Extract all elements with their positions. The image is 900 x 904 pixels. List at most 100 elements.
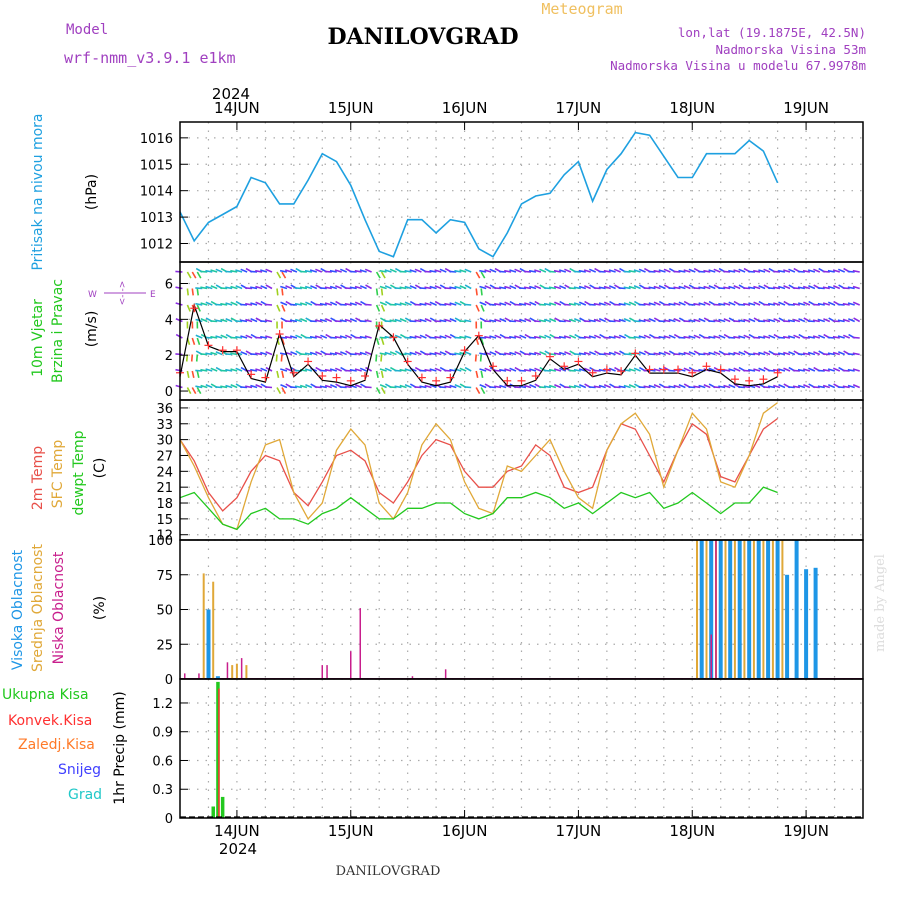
wind-arrow xyxy=(197,272,201,278)
frames-layer: 1012101310141015101602461215182124273033… xyxy=(140,122,863,827)
wind-arrow xyxy=(380,302,387,305)
wind-arrow xyxy=(381,355,382,362)
x-day-label-bottom: 17JUN xyxy=(556,822,602,840)
pressure-axis-title: Pritisak na nivou mora xyxy=(30,113,46,270)
x-day-label-bottom: 14JUN xyxy=(214,822,260,840)
cloud-high-bar xyxy=(738,540,742,679)
cloud-high-bar xyxy=(795,540,799,679)
cloud-low-bar xyxy=(241,658,243,679)
y-tick-label: 24 xyxy=(156,465,173,480)
x-day-label-bottom: 19JUN xyxy=(783,822,829,840)
cloud-mid-bar xyxy=(706,540,708,679)
x-day-label-bottom: 16JUN xyxy=(442,822,488,840)
y-tick-label: 0.9 xyxy=(152,726,173,741)
coords-text: lon,lat (19.1875E, 42.5N) xyxy=(678,25,866,40)
wind-arrow xyxy=(192,338,194,345)
wind-arrow xyxy=(176,287,183,288)
wind-arrow xyxy=(377,371,379,378)
wind-arrow xyxy=(192,289,193,296)
y-tick-label: 2 xyxy=(165,349,173,364)
y-tick-label: 1014 xyxy=(140,185,173,200)
y-tick-label: 0 xyxy=(165,385,173,400)
y-tick-label: 1015 xyxy=(140,158,173,173)
y-tick-label: 1012 xyxy=(140,238,173,253)
cloud-high-bar xyxy=(728,540,732,679)
wind-arrow xyxy=(175,271,182,272)
wind-arrow xyxy=(196,335,203,338)
cloud-mid-bar xyxy=(212,582,214,679)
precip-legend-item: Zaledj.Kisa xyxy=(18,737,95,753)
cloud-high-bar xyxy=(700,540,704,679)
cloud-high-bar xyxy=(785,575,789,679)
t2m-series-line xyxy=(180,419,778,511)
wind-arrow xyxy=(382,371,383,378)
cloud-mid-bar xyxy=(781,540,783,679)
wind-arrow xyxy=(265,387,272,388)
y-tick-label: 25 xyxy=(156,638,173,653)
wind-arrow xyxy=(277,371,279,378)
cloud-high-bar xyxy=(766,540,770,679)
y-tick-label: 0 xyxy=(165,812,173,827)
wind-arrow xyxy=(382,305,385,311)
precip-legend-item: Konvek.Kisa xyxy=(8,713,92,729)
wind-arrow xyxy=(282,289,283,296)
wind-arrow xyxy=(277,388,280,394)
wind-arrow xyxy=(377,338,379,345)
wind-arrow xyxy=(480,385,487,388)
x-day-label-top: 18JUN xyxy=(669,99,715,117)
cloud-mid-bar xyxy=(762,540,764,679)
y-tick-label: 33 xyxy=(156,418,173,433)
wind-arrow xyxy=(192,388,195,394)
y-tick-label: 0.3 xyxy=(152,783,173,798)
wind-arrow xyxy=(476,371,478,378)
wind-arrow xyxy=(187,272,191,278)
y-tick-label: 0.6 xyxy=(152,754,173,769)
wind-arrow xyxy=(281,302,288,305)
cloud-mid-bar xyxy=(753,540,755,679)
y-tick-label: 15 xyxy=(156,513,173,528)
wind-arrow xyxy=(464,387,471,388)
wind-arrow xyxy=(481,388,484,394)
wind-arrow xyxy=(187,289,188,296)
marks-layer xyxy=(175,133,863,818)
y-tick-label: 50 xyxy=(156,604,173,619)
cloud-low-bar xyxy=(445,669,447,679)
wind-arrow xyxy=(176,386,183,388)
y-tick-label: 6 xyxy=(165,278,173,293)
station-title: DANILOVGRAD xyxy=(327,24,518,50)
wind-arrow xyxy=(282,305,285,311)
tsfc-axis-title: SFC Temp xyxy=(50,440,66,509)
elevation-text: Nadmorska Visina 53m xyxy=(715,42,866,57)
credit-text: made by Angel xyxy=(873,554,888,652)
wind-arrow xyxy=(476,272,480,278)
wind-arrow xyxy=(277,272,281,278)
precip-axis-title: 1hr Precip (mm) xyxy=(112,691,128,804)
wind-arrow xyxy=(281,385,288,388)
wind-axis-subtitle: Brzina i Pravac xyxy=(50,279,66,383)
wind-arrow xyxy=(481,305,484,311)
wind-arrow xyxy=(281,355,282,362)
cloud-mid-axis-title: Srednja Oblacnost xyxy=(30,544,46,672)
cloud-high-bar xyxy=(719,540,723,679)
wind-arrow xyxy=(382,289,383,296)
wind-arrow xyxy=(197,371,199,378)
wind-arrow xyxy=(476,355,477,362)
wind-arrow xyxy=(476,338,478,345)
wind-arrow xyxy=(382,338,384,345)
static-layer: 14JUN14JUN15JUN15JUN16JUN16JUN17JUN17JUN… xyxy=(2,99,829,840)
model-label: Model xyxy=(66,22,108,38)
x-day-label-bottom: 15JUN xyxy=(328,822,374,840)
cloud-low-bar xyxy=(711,635,713,680)
cloud-high-axis-title: Visoka Oblacnost xyxy=(10,549,26,670)
wind-arrow xyxy=(176,303,183,305)
cloud-low-bar xyxy=(360,608,362,679)
precip-legend-item: Snijeg xyxy=(58,762,101,778)
cloud-mid-bar xyxy=(203,573,205,679)
cloud-mid-bar xyxy=(743,540,745,679)
grid-layer xyxy=(180,122,863,818)
y-tick-label: 27 xyxy=(156,449,173,464)
cloud-mid-bar xyxy=(772,540,774,679)
year-label-bottom: 2024 xyxy=(219,840,257,858)
y-tick-label: 21 xyxy=(156,481,173,496)
pressure-series-line xyxy=(180,133,778,257)
